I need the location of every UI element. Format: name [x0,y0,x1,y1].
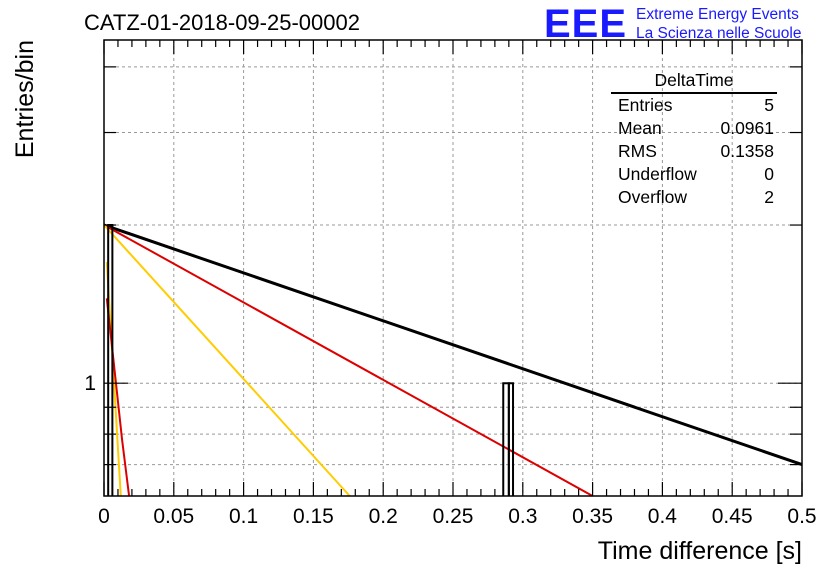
x-tick-label: 0.3 [508,505,537,528]
histogram-bar [507,382,515,496]
plot-title: CATZ-01-2018-09-25-00002 [84,10,360,35]
y-tick-label: 1 [84,372,96,395]
stats-label: Mean [618,118,662,138]
stats-title: DeltaTime [611,70,777,94]
tick-layer [103,40,803,496]
logo-mark: EEE [544,2,628,46]
logo-caption: Extreme Energy Events La Scienza nelle S… [636,5,801,43]
x-tick-label: 0.4 [648,505,678,528]
logo-line-1: Extreme Energy Events [636,6,799,23]
fit-line-4 [105,298,131,497]
eee-logo: EEE Extreme Energy Events La Scienza nel… [544,2,801,46]
stats-label: Overflow [618,187,688,207]
stats-label: RMS [618,141,657,161]
tick-label-layer: 0 0.05 0.1 0.15 0.2 0.25 0.3 0.35 0.4 0.45 0.5 1 [84,372,816,528]
fit-line-0 [103,223,803,467]
stats-row-underflow: Underflow 0 [611,163,777,186]
logo-line-2: La Scienza nelle Scuole [636,25,802,42]
histogram-bar [107,224,114,496]
grid-layer [104,40,802,496]
x-tick-label: 0.05 [153,505,194,528]
fit-line-2 [103,224,351,497]
x-tick-label: 0.5 [787,505,816,528]
stats-value: 0.1358 [720,141,774,161]
stats-label: Underflow [618,164,697,184]
stats-row-mean: Mean 0.0961 [611,117,777,140]
stats-value: 0.0961 [720,118,774,138]
x-axis-label: Time difference [s] [598,537,802,565]
x-tick-label: 0.15 [293,505,334,528]
y-axis-label: Entries/bin [11,40,39,158]
x-tick-label: 0.45 [712,505,753,528]
stats-value: 5 [764,95,774,115]
x-tick-label: 0.25 [433,505,474,528]
stats-label: Entries [618,95,673,115]
x-tick-label: 0.1 [229,505,258,528]
histogram-layer [107,224,515,496]
fit-line-1 [103,224,594,497]
x-tick-label: 0.35 [572,505,613,528]
stats-row-entries: Entries 5 [611,94,777,117]
stats-value: 2 [764,187,774,207]
stats-row-overflow: Overflow 2 [611,186,777,209]
stats-row-rms: RMS 0.1358 [611,140,777,163]
x-tick-label: 0 [98,505,110,528]
x-tick-label: 0.2 [369,505,398,528]
stats-value: 0 [764,164,774,184]
stats-box: DeltaTime Entries 5 Mean 0.0961 RMS 0.13… [611,70,777,209]
